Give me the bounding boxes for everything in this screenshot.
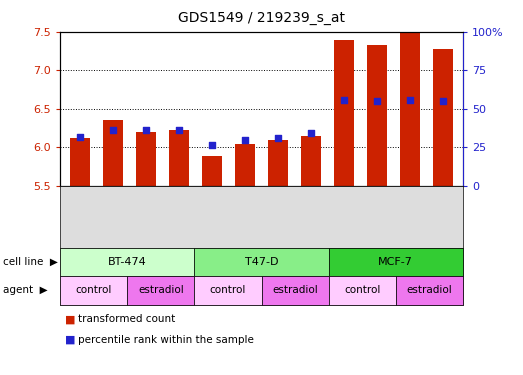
Text: estradiol: estradiol: [406, 285, 452, 296]
Bar: [136, 132, 156, 186]
Text: control: control: [344, 285, 380, 296]
Bar: [367, 45, 387, 186]
Point: [439, 98, 447, 104]
Point: [274, 135, 282, 141]
Point: [175, 127, 183, 133]
Text: T47-D: T47-D: [245, 256, 278, 267]
Text: MCF-7: MCF-7: [378, 256, 413, 267]
Point: [406, 96, 414, 102]
Text: estradiol: estradiol: [138, 285, 184, 296]
Text: control: control: [75, 285, 112, 296]
Point: [109, 126, 117, 132]
Text: transformed count: transformed count: [78, 315, 176, 324]
Point: [142, 127, 150, 133]
Text: cell line  ▶: cell line ▶: [3, 256, 58, 267]
Bar: [202, 156, 222, 186]
Bar: [301, 136, 321, 186]
Point: [307, 130, 315, 136]
Bar: [70, 138, 90, 186]
Text: percentile rank within the sample: percentile rank within the sample: [78, 335, 254, 345]
Bar: [235, 144, 255, 186]
Bar: [268, 140, 288, 186]
Point: [208, 142, 216, 148]
Bar: [334, 40, 354, 186]
Text: BT-474: BT-474: [108, 256, 146, 267]
Bar: [433, 49, 453, 186]
Bar: [400, 33, 420, 186]
Text: GDS1549 / 219239_s_at: GDS1549 / 219239_s_at: [178, 11, 345, 25]
Text: agent  ▶: agent ▶: [3, 285, 47, 296]
Text: ■: ■: [65, 315, 76, 324]
Text: control: control: [210, 285, 246, 296]
Text: ■: ■: [65, 335, 76, 345]
Point: [241, 136, 249, 142]
Point: [76, 134, 84, 140]
Text: estradiol: estradiol: [272, 285, 318, 296]
Bar: [169, 130, 189, 186]
Point: [340, 96, 348, 102]
Bar: [103, 120, 123, 186]
Point: [373, 98, 381, 104]
